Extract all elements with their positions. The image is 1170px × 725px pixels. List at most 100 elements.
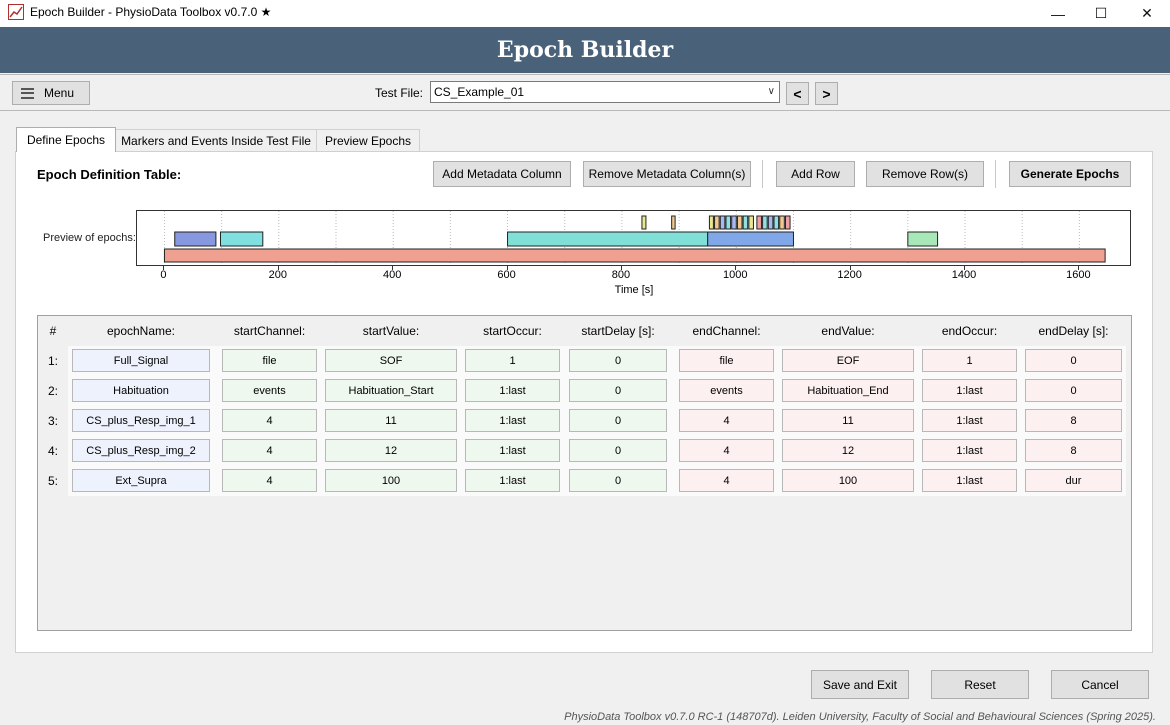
preview-label: Preview of epochs: [43, 232, 136, 244]
cell-start-occur[interactable]: 1 [465, 349, 560, 372]
remove-row-button[interactable]: Remove Row(s) [866, 161, 984, 187]
cell-start-channel[interactable]: 4 [222, 469, 317, 492]
cell-start-value[interactable]: SOF [325, 349, 457, 372]
cell-end-channel[interactable]: file [679, 349, 774, 372]
x-tick-mark [1078, 266, 1080, 270]
save-and-exit-button[interactable]: Save and Exit [811, 670, 909, 699]
cell-start-channel[interactable]: 4 [222, 439, 317, 462]
column-header-start-occur: startOccur: [483, 324, 542, 338]
cell-start-delay[interactable]: 0 [569, 469, 667, 492]
epoch-bar [507, 231, 709, 247]
epoch-bar [731, 215, 737, 230]
cell-end-delay[interactable]: 8 [1025, 409, 1122, 432]
cell-start-delay[interactable]: 0 [569, 349, 667, 372]
cell-start-value[interactable]: 11 [325, 409, 457, 432]
epoch-bar [907, 231, 939, 247]
row-index: 1: [48, 354, 59, 368]
cell-end-value[interactable]: 100 [782, 469, 914, 492]
epoch-bar [748, 215, 754, 230]
tab-define-epochs[interactable]: Define Epochs [16, 127, 116, 152]
cell-start-occur[interactable]: 1:last [465, 379, 560, 402]
cell-end-value[interactable]: 11 [782, 409, 914, 432]
chevron-down-icon: ∨ [767, 86, 775, 97]
header-banner: Epoch Builder [0, 27, 1170, 73]
cell-end-delay[interactable]: 8 [1025, 439, 1122, 462]
cell-end-delay[interactable]: dur [1025, 469, 1122, 492]
tab-markers-events[interactable]: Markers and Events Inside Test File [115, 129, 317, 151]
cell-end-occur[interactable]: 1:last [922, 439, 1017, 462]
cell-start-occur[interactable]: 1:last [465, 409, 560, 432]
x-tick-label: 1600 [1066, 269, 1091, 281]
cell-start-occur[interactable]: 1:last [465, 469, 560, 492]
cell-end-channel[interactable]: 4 [679, 409, 774, 432]
epoch-bar [767, 215, 774, 230]
cell-epoch-name[interactable]: Habituation [72, 379, 210, 402]
cell-end-occur[interactable]: 1:last [922, 469, 1017, 492]
cell-end-delay[interactable]: 0 [1025, 379, 1122, 402]
cell-start-value[interactable]: 100 [325, 469, 457, 492]
cell-start-channel[interactable]: file [222, 349, 317, 372]
x-tick-label: 1400 [951, 269, 977, 281]
close-window-button[interactable]: ✕ [1141, 5, 1153, 21]
cell-start-channel[interactable]: events [222, 379, 317, 402]
cell-start-delay[interactable]: 0 [569, 379, 667, 402]
next-file-button[interactable]: > [815, 82, 838, 105]
cell-start-delay[interactable]: 0 [569, 439, 667, 462]
column-header-start-channel: startChannel: [233, 324, 306, 338]
column-header-end-channel: endChannel: [692, 324, 761, 338]
epoch-bar [719, 215, 726, 230]
cell-epoch-name[interactable]: CS_plus_Resp_img_2 [72, 439, 210, 462]
cell-start-delay[interactable]: 0 [569, 409, 667, 432]
tab-preview-epochs[interactable]: Preview Epochs [316, 129, 420, 151]
cell-epoch-name[interactable]: CS_plus_Resp_img_1 [72, 409, 210, 432]
cell-end-channel[interactable]: events [679, 379, 774, 402]
column-header-start-delay: startDelay [s]: [581, 324, 655, 338]
cell-end-occur[interactable]: 1:last [922, 379, 1017, 402]
menu-button[interactable]: Menu [12, 81, 90, 105]
window-titlebar: Epoch Builder - PhysioData Toolbox v0.7.… [0, 0, 1170, 27]
remove-metadata-column-button[interactable]: Remove Metadata Column(s) [583, 161, 751, 187]
maximize-button[interactable]: ☐ [1094, 5, 1108, 21]
row-index: 2: [48, 384, 59, 398]
cell-start-value[interactable]: 12 [325, 439, 457, 462]
epoch-preview-svg [163, 211, 1106, 265]
window-title: Epoch Builder - PhysioData Toolbox v0.7.… [30, 5, 272, 19]
cell-end-value[interactable]: 12 [782, 439, 914, 462]
epoch-bar [736, 215, 743, 230]
epoch-bar [163, 248, 1106, 263]
page-title: Epoch Builder [496, 37, 674, 63]
cell-end-value[interactable]: Habituation_End [782, 379, 914, 402]
x-tick-label: 0 [160, 269, 167, 281]
cell-end-occur[interactable]: 1:last [922, 409, 1017, 432]
epoch-bar [762, 215, 768, 230]
definition-table-title: Epoch Definition Table: [37, 167, 182, 182]
app-logo-icon [8, 4, 24, 20]
x-tick-mark [620, 266, 622, 270]
cell-start-channel[interactable]: 4 [222, 409, 317, 432]
cell-end-value[interactable]: EOF [782, 349, 914, 372]
reset-button[interactable]: Reset [931, 670, 1029, 699]
test-file-select[interactable]: CS_Example_01 ∨ [430, 81, 780, 103]
generate-epochs-button[interactable]: Generate Epochs [1009, 161, 1131, 187]
column-header-index: # [49, 324, 57, 338]
cancel-button[interactable]: Cancel [1051, 670, 1149, 699]
minimize-button[interactable]: — [1051, 5, 1065, 22]
column-header-end-occur: endOccur: [941, 324, 998, 338]
cell-start-occur[interactable]: 1:last [465, 439, 560, 462]
cell-epoch-name[interactable]: Ext_Supra [72, 469, 210, 492]
x-tick-label: 200 [268, 269, 287, 281]
cell-end-channel[interactable]: 4 [679, 439, 774, 462]
cell-end-occur[interactable]: 1 [922, 349, 1017, 372]
cell-epoch-name[interactable]: Full_Signal [72, 349, 210, 372]
previous-file-button[interactable]: < [786, 82, 809, 105]
x-tick-mark [277, 266, 279, 270]
cell-start-value[interactable]: Habituation_Start [325, 379, 457, 402]
epoch-bar [784, 215, 791, 230]
add-row-button[interactable]: Add Row [776, 161, 855, 187]
column-header-end-value: endValue: [821, 324, 875, 338]
test-file-value: CS_Example_01 [434, 85, 525, 99]
add-metadata-column-button[interactable]: Add Metadata Column [433, 161, 571, 187]
cell-end-delay[interactable]: 0 [1025, 349, 1122, 372]
x-axis-title: Time [s] [614, 284, 654, 296]
cell-end-channel[interactable]: 4 [679, 469, 774, 492]
